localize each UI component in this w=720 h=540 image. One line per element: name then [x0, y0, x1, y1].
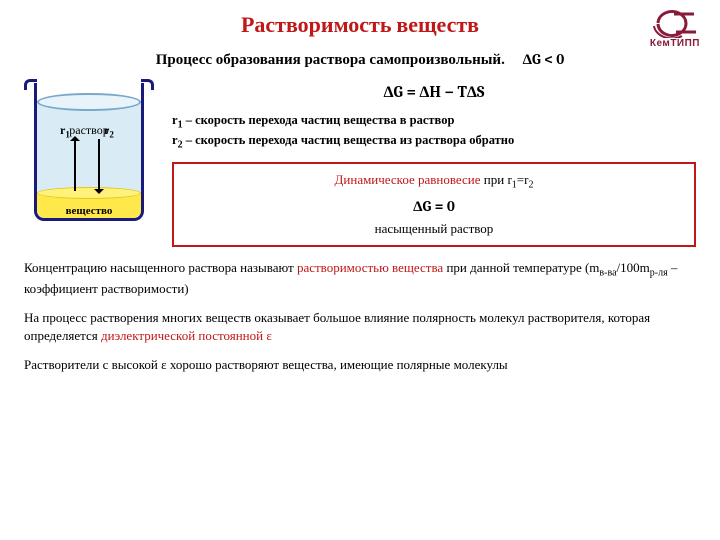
label-solution: раствор [34, 123, 144, 138]
saturated-label: насыщенный раствор [184, 219, 684, 239]
logo-icon [652, 8, 698, 38]
beaker-diagram: раствор r1 r2 вещество [24, 83, 154, 221]
arrow-up-icon [74, 139, 76, 191]
subtitle-eq: ΔG < 0 [523, 50, 565, 68]
arrow-down-icon [98, 139, 100, 191]
polarity-paragraph: На процесс растворения многих веществ ок… [24, 309, 696, 344]
page-title: Растворимость веществ [24, 12, 696, 38]
label-r2: r2 [104, 123, 114, 139]
gibbs-equation: ΔG = ΔH − TΔS [172, 83, 696, 102]
equilibrium-box: Динамическое равновесие при r1=r2 ΔG = 0… [172, 162, 696, 247]
logo-text: КемТИПП [650, 38, 700, 49]
dg-zero-eq: ΔG = 0 [184, 195, 684, 218]
dynamic-eq-label: Динамическое равновесие [335, 172, 481, 187]
rate-definitions: r1 – скорость перехода частиц вещества в… [172, 112, 696, 152]
epsilon-paragraph: Растворители с высокой ε хорошо растворя… [24, 356, 696, 374]
logo: КемТИПП [650, 8, 700, 49]
subtitle-row: Процесс образования раствора самопроизво… [24, 50, 696, 69]
label-r1: r1 [60, 123, 70, 139]
label-substance: вещество [34, 205, 144, 217]
solubility-paragraph: Концентрацию насыщенного раствора называ… [24, 259, 696, 298]
subtitle-text: Процесс образования раствора самопроизво… [156, 52, 505, 68]
